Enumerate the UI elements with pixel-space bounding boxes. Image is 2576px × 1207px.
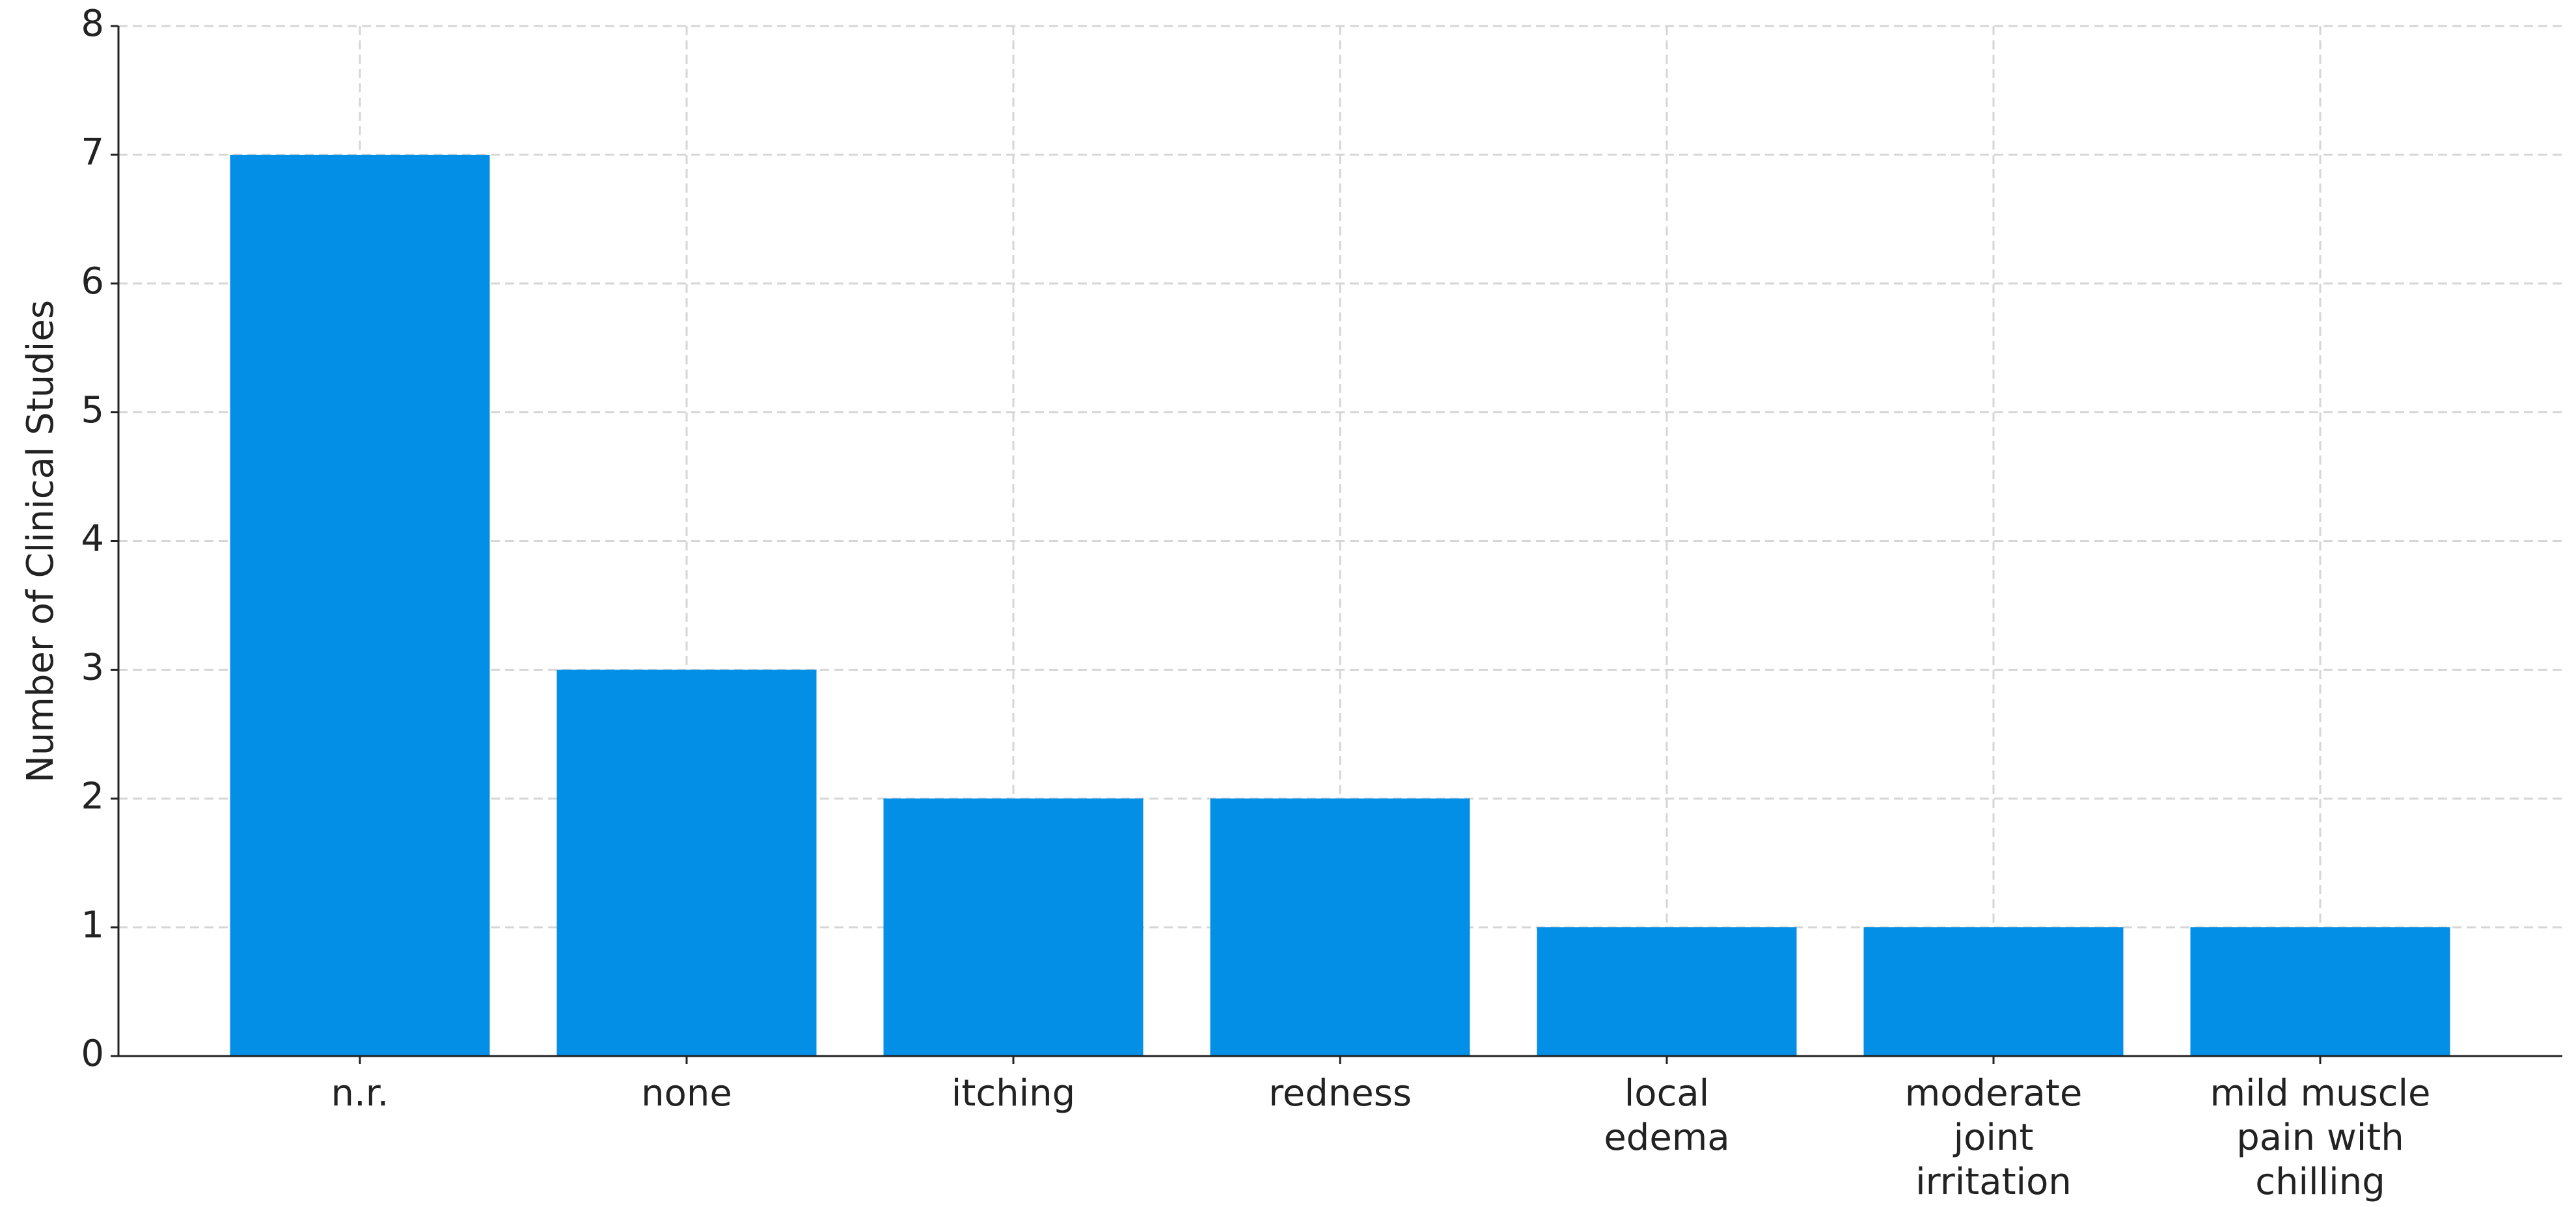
bar [1537,927,1797,1056]
bar [883,798,1144,1056]
y-tick-label: 2 [81,775,104,817]
x-tick-label: local edema [1604,1072,1730,1159]
x-tick-label: redness [1268,1072,1412,1115]
y-tick-label: 0 [81,1033,104,1075]
y-tick-label: 5 [81,389,104,431]
x-tick-label: moderate joint irritation [1904,1072,2083,1203]
bar [1863,927,2124,1056]
x-tick-label: none [641,1072,732,1115]
y-tick-label: 7 [81,131,104,174]
bar [556,670,817,1056]
bar [1210,798,1470,1056]
y-tick-label: 4 [81,518,104,560]
x-tick-label: itching [951,1072,1076,1115]
y-tick-label: 1 [81,904,104,946]
y-axis-label: Number of Clinical Studies [20,300,62,783]
bar [230,154,490,1056]
bar [2190,927,2450,1056]
y-tick-label: 3 [81,647,104,689]
x-tick-label: mild muscle pain with chilling [2210,1072,2431,1203]
y-tick-label: 8 [81,3,104,45]
x-tick-label: n.r. [331,1072,389,1115]
y-tick-label: 6 [81,260,104,303]
